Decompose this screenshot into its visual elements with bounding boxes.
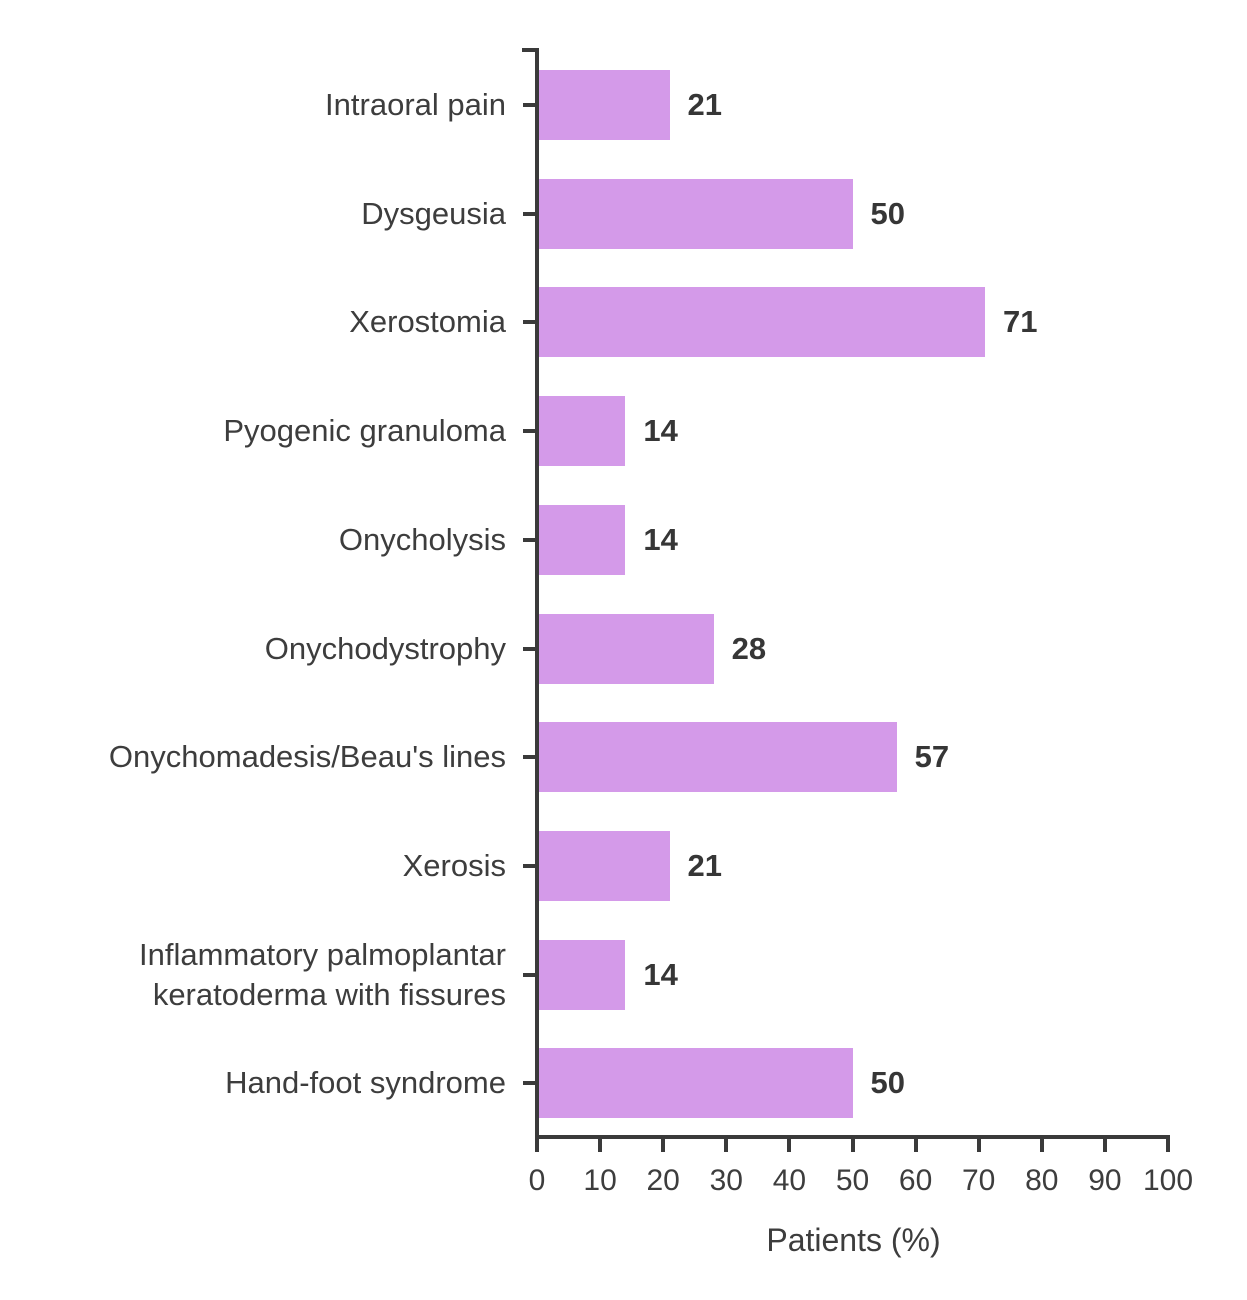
y-axis-tick: [523, 537, 537, 542]
y-axis-tick: [523, 755, 537, 760]
value-label: 21: [687, 847, 722, 883]
x-axis-tick: [1166, 1139, 1170, 1152]
y-axis-end-cap-tick: [522, 48, 537, 52]
x-axis-tick: [661, 1139, 666, 1152]
bar: [537, 287, 985, 358]
category-label: Intraoral pain: [325, 87, 506, 122]
x-axis-tick: [598, 1139, 603, 1152]
x-axis-tick-label: 90: [1088, 1164, 1122, 1197]
value-label: 50: [870, 1065, 905, 1101]
value-label: 14: [643, 521, 678, 557]
category-label: Xerosis: [402, 847, 506, 883]
x-axis-tick-label: 50: [835, 1164, 870, 1197]
y-axis-tick: [523, 211, 537, 216]
x-axis-tick: [1102, 1139, 1107, 1152]
bar: [537, 830, 670, 901]
x-axis-tick-label: 40: [772, 1164, 807, 1197]
bar: [537, 178, 853, 249]
x-axis-tick-label: 60: [898, 1164, 933, 1197]
bar: [537, 70, 670, 140]
x-axis-tick: [1039, 1139, 1044, 1152]
category-label: Onycholysis: [338, 521, 506, 557]
y-axis-tick: [523, 1081, 537, 1086]
category-label: Onychodystrophy: [264, 630, 506, 666]
bar: [537, 396, 626, 467]
category-label: Hand-foot syndrome: [225, 1065, 506, 1101]
x-axis-tick-label: 70: [962, 1164, 996, 1197]
y-axis-tick: [523, 320, 537, 325]
x-axis-tick-label: 30: [709, 1164, 743, 1197]
x-axis-tick-label: 10: [583, 1164, 617, 1197]
bar: [537, 939, 626, 1010]
category-label: Onychomadesis/Beau's lines: [108, 739, 506, 775]
value-label: 14: [643, 413, 678, 449]
x-axis-tick-label: 100: [1142, 1164, 1194, 1197]
x-axis-title: Patients (%): [766, 1222, 941, 1258]
category-label: Xerostomia: [349, 304, 506, 340]
value-label: 57: [914, 739, 950, 775]
x-axis-tick: [850, 1139, 855, 1152]
category-label: Inflammatory palmoplantar keratoderma wi…: [139, 936, 506, 1012]
x-axis-line: [535, 1135, 1170, 1139]
y-axis-tick: [523, 863, 537, 868]
value-label: 21: [687, 87, 722, 122]
bar: [537, 1048, 853, 1119]
y-axis-tick: [523, 103, 537, 107]
x-axis-tick: [976, 1139, 981, 1152]
y-axis-tick: [523, 646, 537, 651]
value-label: 28: [731, 630, 767, 666]
value-label: 14: [643, 956, 678, 992]
x-axis-tick-label: 80: [1025, 1164, 1059, 1197]
value-label: 50: [870, 195, 905, 231]
bar: [537, 613, 714, 684]
x-axis-tick: [913, 1139, 918, 1152]
x-axis-tick: [787, 1139, 792, 1152]
y-axis-line: [535, 48, 539, 1152]
bar: [537, 722, 897, 793]
y-axis-tick: [523, 972, 537, 977]
bar: [537, 504, 626, 575]
category-label: Dysgeusia: [361, 195, 506, 231]
category-label: Pyogenic granuloma: [223, 413, 506, 449]
value-label: 71: [1003, 304, 1038, 340]
y-axis-tick: [523, 429, 537, 434]
x-axis-tick-label: 0: [528, 1164, 546, 1197]
x-axis-tick-label: 20: [646, 1164, 680, 1197]
x-axis-tick: [724, 1139, 729, 1152]
